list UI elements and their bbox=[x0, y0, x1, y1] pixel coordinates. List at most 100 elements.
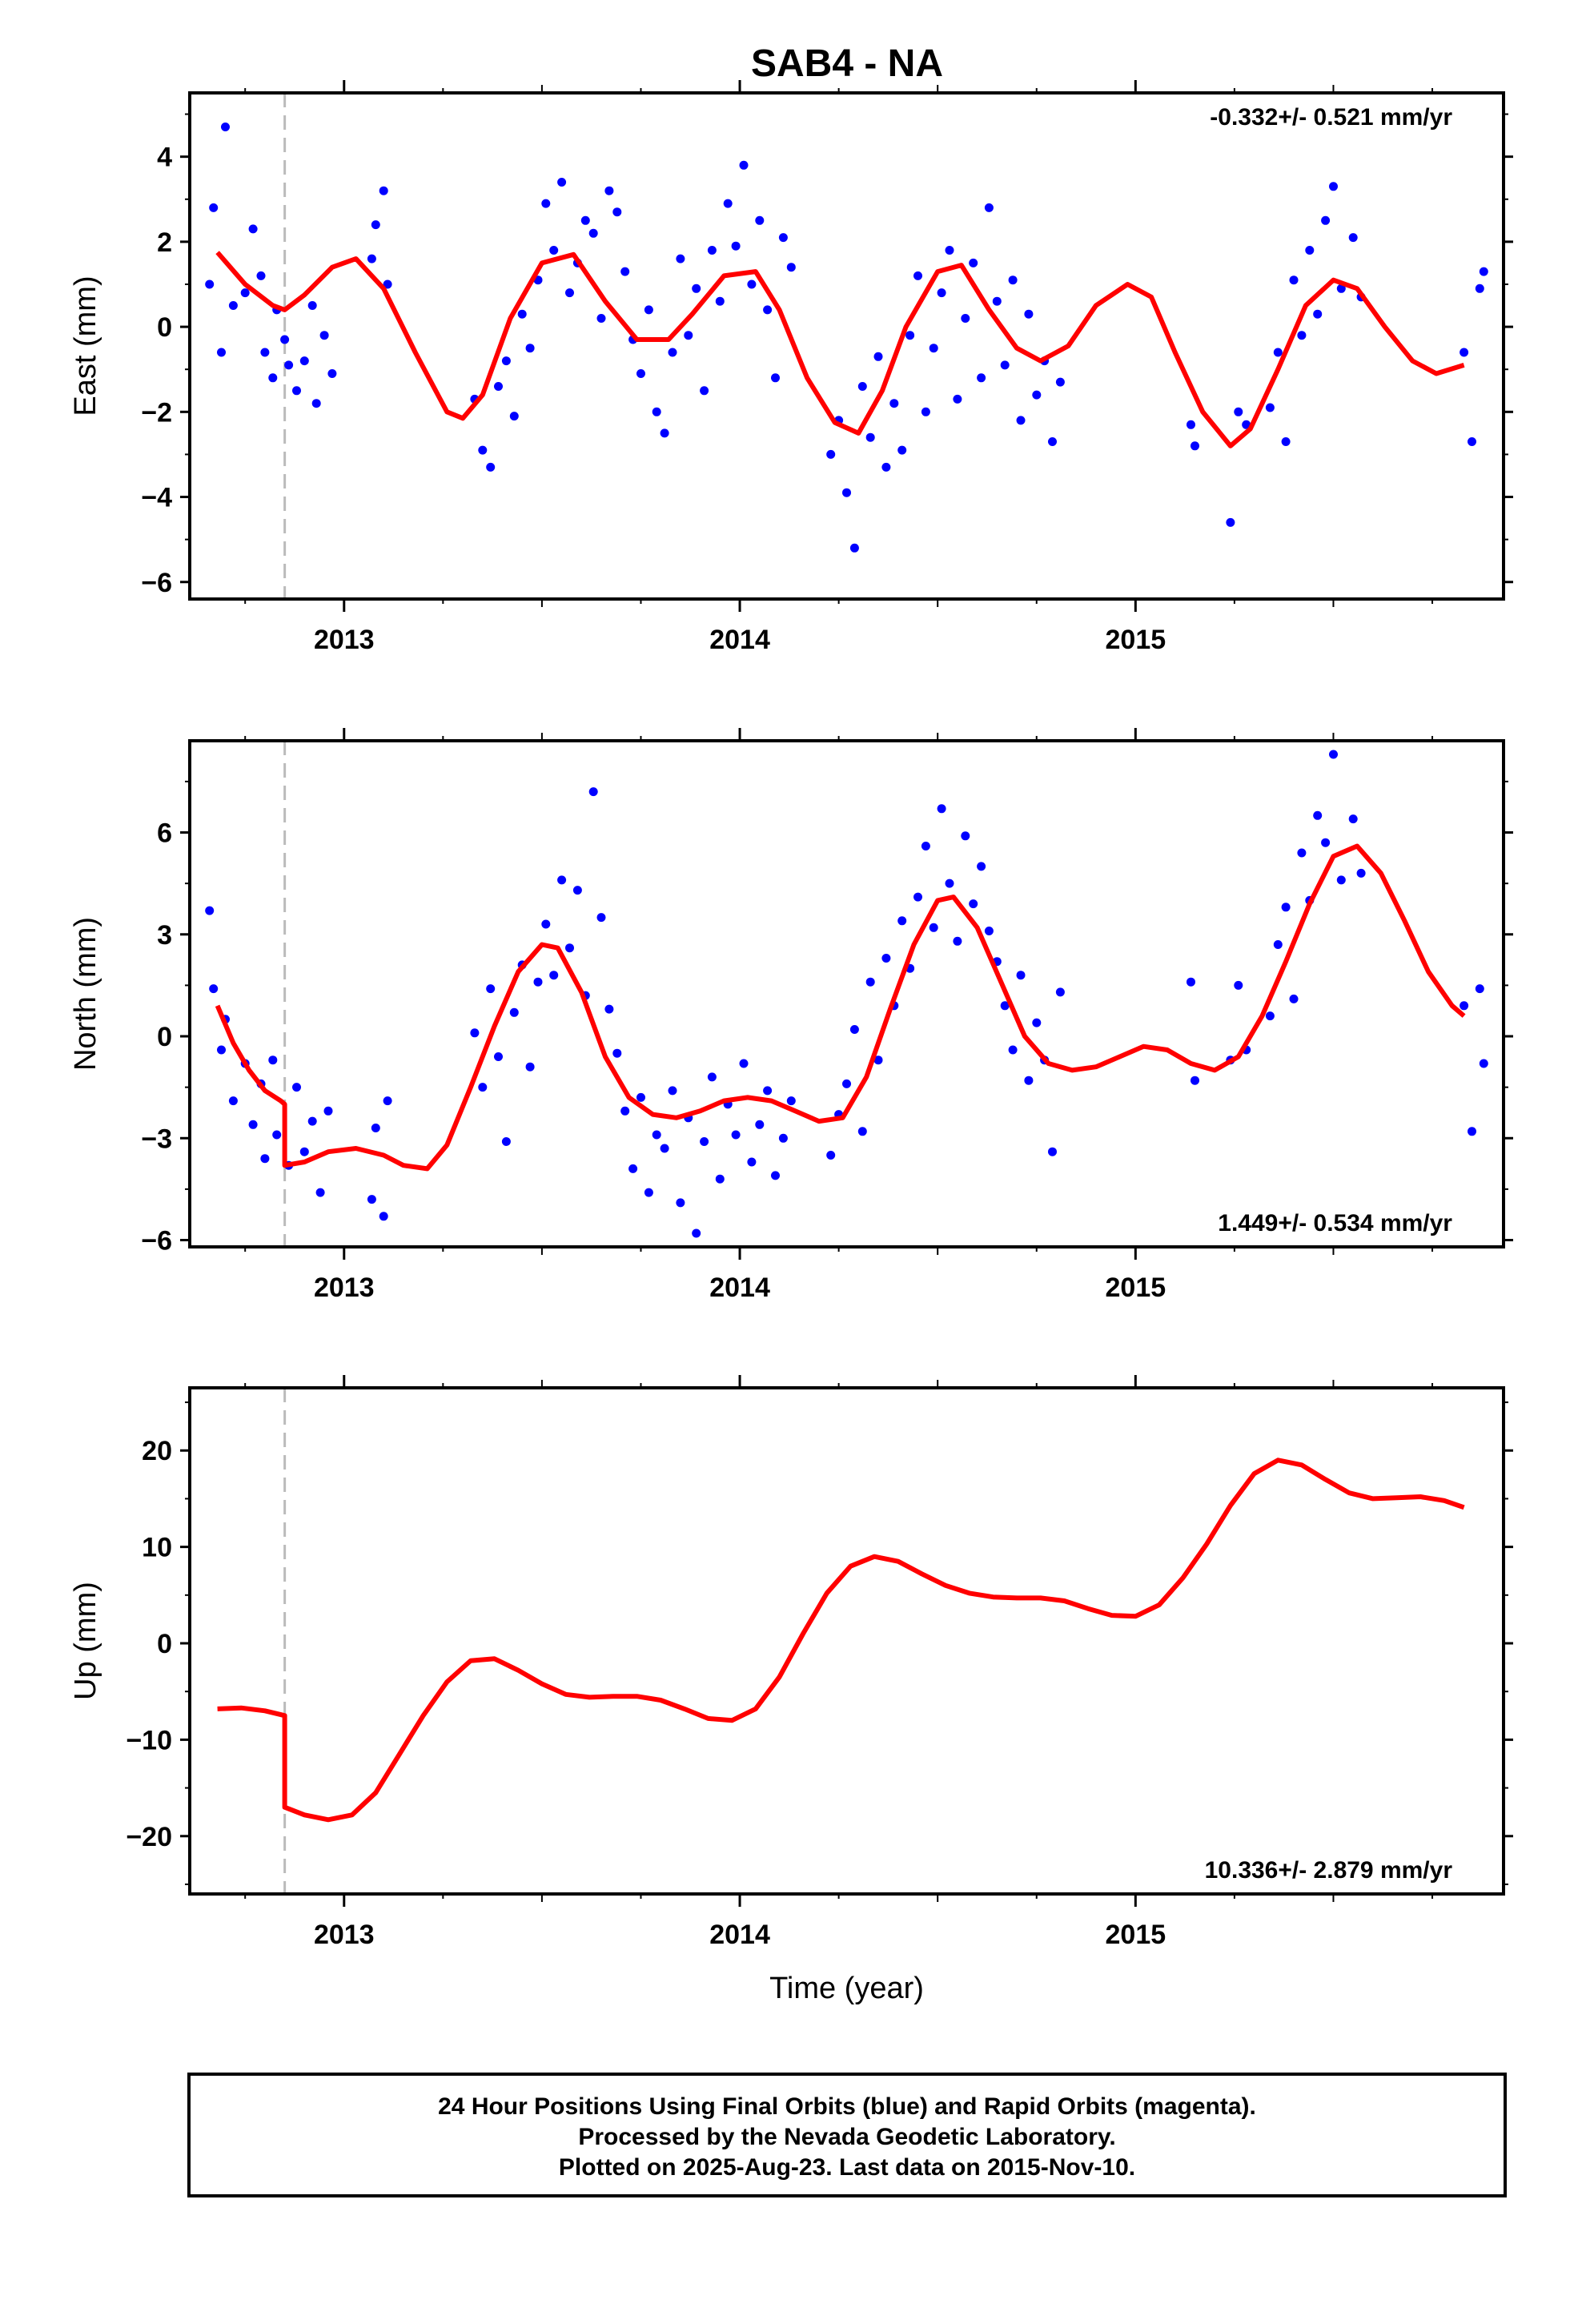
north-data-point bbox=[315, 1188, 325, 1197]
north-data-point bbox=[1032, 1018, 1042, 1027]
north-data-point bbox=[565, 943, 574, 953]
north-data-point bbox=[865, 977, 875, 987]
north-data-point bbox=[1024, 1076, 1034, 1085]
north-data-point bbox=[1479, 1059, 1488, 1068]
north-data-point bbox=[660, 1144, 669, 1153]
north-data-point bbox=[961, 831, 970, 841]
east-data-point bbox=[509, 412, 519, 421]
east-data-point bbox=[977, 373, 986, 383]
east-data-point bbox=[881, 462, 891, 472]
north-data-point bbox=[1289, 994, 1299, 1003]
east-data-point bbox=[1321, 215, 1331, 225]
up-ylabel: Up (mm) bbox=[69, 1582, 102, 1700]
east-data-point bbox=[1191, 441, 1199, 451]
north-data-point bbox=[1475, 984, 1484, 994]
north-data-point bbox=[1008, 1045, 1018, 1055]
east-data-point bbox=[857, 382, 867, 391]
east-data-point bbox=[1000, 360, 1010, 370]
east-data-point bbox=[969, 258, 978, 267]
east-data-point bbox=[700, 386, 709, 396]
north-data-point bbox=[549, 971, 559, 980]
east-data-point bbox=[1329, 182, 1338, 191]
east-data-point bbox=[1016, 416, 1026, 425]
up-ytick-label: −20 bbox=[126, 1822, 172, 1852]
north-xtick-label: 2015 bbox=[1106, 1273, 1166, 1303]
footer-line-3: Plotted on 2025-Aug-23. Last data on 201… bbox=[559, 2154, 1135, 2181]
east-data-point bbox=[1313, 309, 1323, 319]
east-data-point bbox=[604, 186, 614, 195]
east-data-point bbox=[1348, 233, 1358, 243]
north-data-point bbox=[739, 1059, 749, 1068]
north-data-point bbox=[644, 1188, 653, 1197]
north-data-point bbox=[588, 787, 598, 797]
north-data-point bbox=[367, 1195, 376, 1204]
east-ytick-label: −6 bbox=[141, 568, 172, 598]
east-data-point bbox=[1297, 331, 1307, 340]
east-ytick-label: −4 bbox=[141, 483, 172, 513]
east-data-point bbox=[913, 271, 922, 280]
north-data-point bbox=[268, 1055, 278, 1065]
east-data-point bbox=[379, 186, 388, 195]
north-data-point bbox=[205, 906, 215, 915]
north-data-point bbox=[747, 1157, 757, 1167]
north-data-point bbox=[501, 1137, 511, 1146]
east-ytick-label: 4 bbox=[157, 143, 172, 173]
north-data-point bbox=[1356, 868, 1366, 878]
up-plot-area bbox=[217, 1388, 1465, 1894]
east-data-point bbox=[715, 296, 725, 306]
north-ytick-label: 3 bbox=[157, 920, 172, 951]
east-data-point bbox=[248, 224, 258, 234]
north-data-point bbox=[715, 1174, 725, 1184]
up-xtick-label: 2015 bbox=[1106, 1920, 1166, 1950]
east-data-point bbox=[644, 305, 653, 315]
east-data-point bbox=[676, 254, 685, 263]
east-data-point bbox=[739, 160, 749, 170]
east-ytick-label: 0 bbox=[157, 312, 172, 343]
east-data-point bbox=[486, 462, 496, 472]
north-data-point bbox=[486, 984, 496, 994]
figure-title: SAB4 - NA bbox=[751, 42, 943, 85]
east-data-point bbox=[731, 241, 741, 251]
east-data-point bbox=[501, 356, 511, 366]
east-rate-label: -0.332+/- 0.521 mm/yr bbox=[1210, 104, 1452, 131]
north-data-point bbox=[1055, 987, 1065, 997]
east-data-point bbox=[755, 215, 765, 225]
east-data-point bbox=[747, 279, 757, 289]
east-data-point bbox=[1234, 407, 1243, 416]
north-data-point bbox=[1297, 848, 1307, 858]
east-data-point bbox=[1289, 275, 1299, 285]
east-data-point bbox=[311, 399, 321, 408]
north-xtick-label: 2013 bbox=[314, 1273, 375, 1303]
east-data-point bbox=[327, 369, 337, 378]
east-data-point bbox=[1008, 275, 1018, 285]
east-xtick-label: 2013 bbox=[314, 625, 375, 655]
east-ytick-label: −2 bbox=[141, 397, 172, 428]
east-data-point bbox=[494, 382, 503, 391]
north-data-point bbox=[929, 923, 938, 932]
north-data-point bbox=[1191, 1076, 1199, 1085]
east-data-point bbox=[221, 123, 230, 131]
east-data-point bbox=[668, 348, 677, 357]
north-data-point bbox=[383, 1096, 392, 1106]
east-data-point bbox=[707, 246, 717, 255]
north-ytick-label: −6 bbox=[141, 1226, 172, 1256]
north-data-point bbox=[984, 927, 994, 935]
north-rate-label: 1.449+/- 0.534 mm/yr bbox=[1218, 1210, 1452, 1236]
north-data-point bbox=[1348, 814, 1358, 824]
east-data-point bbox=[580, 215, 590, 225]
east-data-point bbox=[778, 233, 788, 243]
north-data-point bbox=[1313, 810, 1323, 820]
north-fit-line bbox=[215, 843, 1466, 1172]
east-data-point bbox=[660, 428, 669, 438]
north-data-point bbox=[1460, 1001, 1469, 1011]
north-data-point bbox=[272, 1130, 282, 1140]
north-data-point bbox=[1265, 1011, 1275, 1021]
east-data-point bbox=[897, 445, 907, 455]
north-data-point bbox=[1234, 980, 1243, 990]
up-ytick-label: 20 bbox=[142, 1436, 172, 1466]
east-data-point bbox=[1475, 283, 1484, 293]
east-data-point bbox=[565, 288, 574, 298]
north-xtick-label: 2014 bbox=[709, 1273, 770, 1303]
footer-box: 24 Hour Positions Using Final Orbits (bl… bbox=[187, 2073, 1507, 2197]
